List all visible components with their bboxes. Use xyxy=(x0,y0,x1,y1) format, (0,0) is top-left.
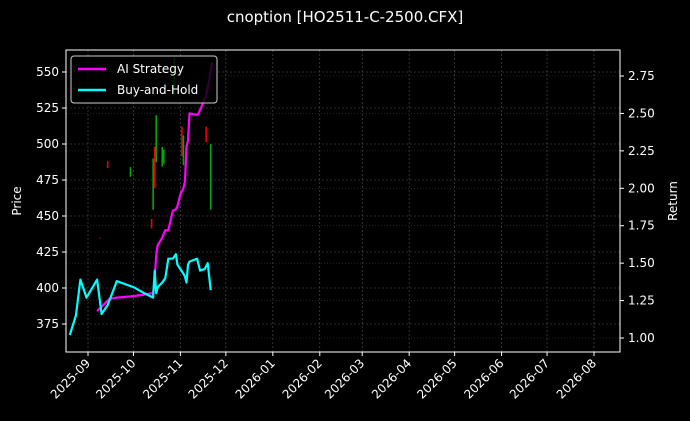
y-axis-right: 1.00 1.25 1.50 1.75 2.00 2.25 2.50 2.75 xyxy=(620,69,655,345)
y-axis-right-label: Return xyxy=(666,181,680,221)
x-tick-label: 2026-06 xyxy=(461,356,506,401)
x-axis: 2025-09 2025-10 2025-11 2025-12 2026-01 2026-… xyxy=(48,352,599,402)
x-tick-label: 2026-01 xyxy=(233,356,278,401)
y-left-tick-label: 375 xyxy=(36,317,59,331)
y-axis-left-label: Price xyxy=(10,186,24,215)
grid-lines xyxy=(66,50,620,352)
chart-title: cnoption [HO2511-C-2500.CFX] xyxy=(226,8,464,26)
y-left-tick-label: 425 xyxy=(36,245,59,259)
y-left-tick-label: 450 xyxy=(36,209,59,223)
series-line-buy-and-hold xyxy=(68,253,212,336)
y-left-tick-label: 400 xyxy=(36,281,59,295)
plot-frame xyxy=(65,49,621,353)
x-tick-label: 2025-11 xyxy=(140,356,185,401)
series-line-ai-strategy xyxy=(96,62,214,312)
y-right-tick-label: 1.75 xyxy=(628,219,655,233)
y-left-tick-label: 525 xyxy=(36,101,59,115)
x-tick-label: 2026-02 xyxy=(280,356,325,401)
x-tick-label: 2026-03 xyxy=(322,356,367,401)
y-right-tick-label: 2.50 xyxy=(628,106,655,120)
y-right-tick-label: 2.75 xyxy=(628,69,655,83)
y-left-tick-label: 500 xyxy=(36,137,59,151)
x-tick-label: 2026-04 xyxy=(369,356,414,401)
legend-label-buy-and-hold: Buy-and-Hold xyxy=(117,83,198,97)
x-tick-label: 2026-05 xyxy=(414,356,459,401)
x-tick-label: 2025-09 xyxy=(48,356,93,401)
legend: AI Strategy Buy-and-Hold xyxy=(70,55,218,104)
x-tick-label: 2025-12 xyxy=(186,356,231,401)
series-lines xyxy=(68,62,214,336)
y-left-tick-label: 550 xyxy=(36,65,59,79)
y-right-tick-label: 2.25 xyxy=(628,144,655,158)
y-axis-left: 375 400 425 450 475 500 525 550 xyxy=(36,65,66,331)
x-tick-label: 2025-10 xyxy=(93,356,138,401)
y-right-tick-label: 1.00 xyxy=(628,331,655,345)
legend-label-ai-strategy: AI Strategy xyxy=(117,62,184,76)
y-right-tick-label: 1.25 xyxy=(628,294,655,308)
y-right-tick-label: 2.00 xyxy=(628,181,655,195)
x-tick-label: 2026-07 xyxy=(507,356,552,401)
y-right-tick-label: 1.50 xyxy=(628,256,655,270)
y-left-tick-label: 475 xyxy=(36,173,59,187)
x-tick-label: 2026-08 xyxy=(554,356,599,401)
legend-box xyxy=(70,55,218,104)
